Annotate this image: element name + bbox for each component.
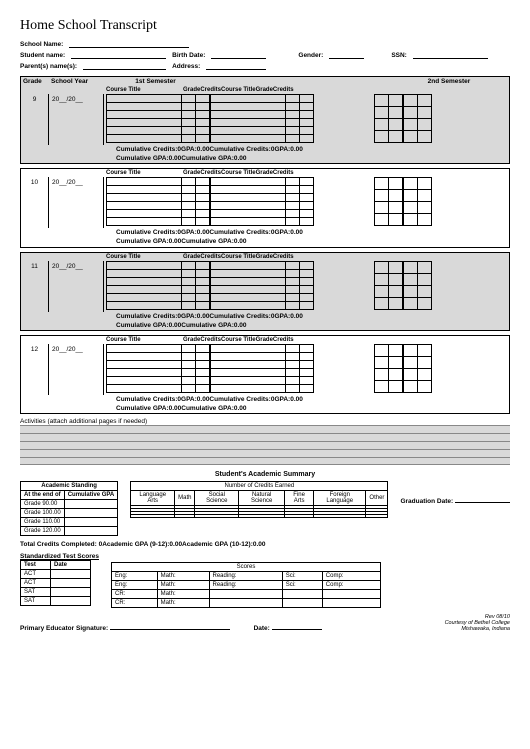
address-field[interactable] (206, 62, 266, 70)
scores-table: Scores Eng:Math:Reading:Sci:Comp:Eng:Mat… (111, 562, 381, 608)
grade-block-10: Course TitleGradeCreditsCourse TitleGrad… (20, 168, 510, 247)
grad-date-field[interactable] (455, 495, 510, 503)
school-name-label: School Name: (20, 41, 63, 48)
sig-label: Primary Educator Signature: (20, 625, 108, 632)
date-field[interactable] (272, 622, 322, 630)
tests-table: TestDate ACTACTSATSAT (20, 560, 91, 606)
ssn-field[interactable] (413, 51, 488, 59)
student-name-field[interactable] (71, 51, 166, 59)
ssn-label: SSN: (391, 52, 407, 59)
totals-line: Total Credits Completed: 0Academic GPA (… (20, 541, 510, 548)
summary-title: Student's Academic Summary (20, 471, 510, 478)
sig-field[interactable] (110, 622, 230, 630)
activities-area[interactable] (20, 425, 510, 465)
gender-field[interactable] (329, 51, 364, 59)
footer-credits: Rev 08/10 Courtesy of Bethel College Mis… (445, 614, 510, 632)
standing-table: Academic Standing At the end ofCumulativ… (20, 481, 118, 536)
parents-field[interactable] (83, 62, 166, 70)
birth-date-field[interactable] (211, 51, 266, 59)
tests-title: Standardized Test Scores (20, 553, 99, 560)
school-name-field[interactable] (69, 40, 189, 48)
parents-label: Parent(s) name(s): (20, 63, 77, 70)
birth-date-label: Birth Date: (172, 52, 205, 59)
address-label: Address: (172, 63, 200, 70)
student-name-label: Student name: (20, 52, 65, 59)
grade-block-11: Course TitleGradeCreditsCourse TitleGrad… (20, 252, 510, 331)
grade-block-9: GradeSchool Year1st Semester2nd Semester… (20, 76, 510, 164)
activities-label: Activities (attach additional pages if n… (20, 418, 510, 425)
grad-date-label: Graduation Date: (400, 498, 453, 505)
grade-block-12: Course TitleGradeCreditsCourse TitleGrad… (20, 335, 510, 414)
date-label: Date: (254, 625, 270, 632)
gender-label: Gender: (298, 52, 323, 59)
doc-title: Home School Transcript (20, 18, 510, 34)
credits-table: Number of Credits Earned Language ArtsMa… (130, 481, 388, 518)
